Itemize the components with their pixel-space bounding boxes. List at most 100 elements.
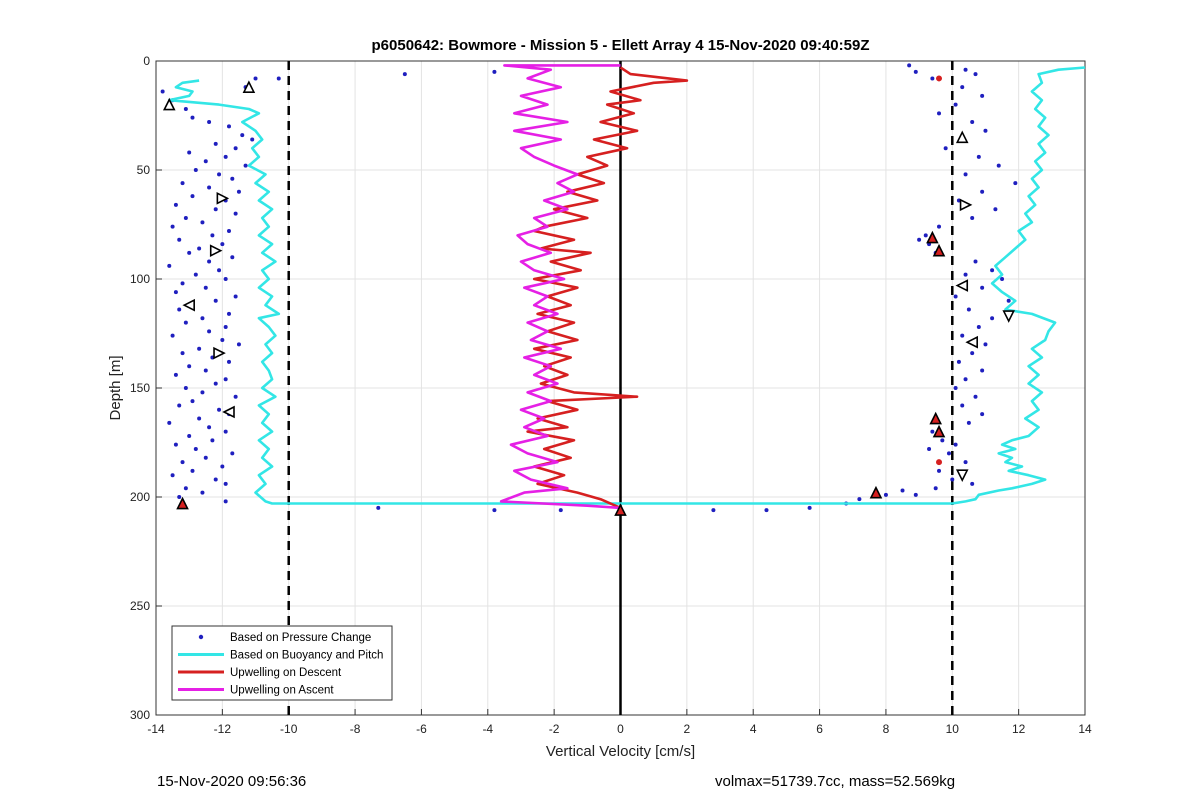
data-point xyxy=(253,76,258,81)
data-point xyxy=(943,146,948,151)
y-tick-label: 300 xyxy=(130,708,150,722)
triangle-marker xyxy=(926,230,939,244)
x-tick-label: 0 xyxy=(617,722,624,736)
data-point xyxy=(966,420,971,425)
data-point xyxy=(173,442,178,447)
data-point xyxy=(963,272,968,277)
data-point xyxy=(213,141,218,146)
data-point xyxy=(203,285,208,290)
data-point xyxy=(807,505,812,510)
data-point xyxy=(170,333,175,338)
data-point xyxy=(970,120,975,125)
data-point xyxy=(236,342,241,347)
legend-box xyxy=(171,625,393,701)
series-line xyxy=(168,66,1086,505)
triangle-marker xyxy=(869,485,883,499)
data-point xyxy=(210,233,215,238)
x-axis-label: Vertical Velocity [cm/s] xyxy=(546,743,695,760)
data-point xyxy=(200,490,205,495)
data-point xyxy=(937,111,942,116)
data-point xyxy=(276,76,281,81)
data-point xyxy=(976,154,981,159)
data-point xyxy=(173,202,178,207)
data-point xyxy=(960,85,965,90)
data-point xyxy=(223,154,228,159)
data-point xyxy=(167,263,172,268)
data-point xyxy=(970,351,975,356)
triangle-marker xyxy=(965,335,978,349)
data-point xyxy=(200,390,205,395)
data-point xyxy=(923,233,928,238)
triangle-marker xyxy=(209,244,223,257)
y-tick-label: 200 xyxy=(130,490,150,504)
data-point xyxy=(976,324,981,329)
data-point xyxy=(996,163,1001,168)
x-tick-label: -2 xyxy=(549,722,560,736)
data-point xyxy=(233,294,238,299)
footer-stats: volmax=51739.7cc, mass=52.569kg xyxy=(715,773,956,790)
data-point xyxy=(187,364,192,369)
data-point xyxy=(1000,277,1005,281)
chart-title: p6050642: Bowmore - Mission 5 - Ellett A… xyxy=(372,37,870,54)
data-point xyxy=(223,324,228,329)
data-point xyxy=(190,194,195,199)
data-point xyxy=(223,277,228,281)
triangle-marker xyxy=(216,192,230,205)
x-tick-label: -4 xyxy=(482,722,493,736)
data-point xyxy=(193,272,198,277)
data-point xyxy=(187,250,192,255)
data-point xyxy=(207,329,212,334)
data-point xyxy=(197,416,202,421)
data-point xyxy=(213,298,218,303)
triangle-marker xyxy=(162,97,176,111)
data-point xyxy=(953,442,958,447)
data-point xyxy=(883,492,888,497)
data-point xyxy=(226,359,231,364)
triangle-marker xyxy=(242,80,256,93)
series-upwelling-on-ascent xyxy=(499,64,621,510)
data-point xyxy=(213,207,218,212)
data-point xyxy=(193,168,198,172)
data-point xyxy=(990,268,995,273)
data-point xyxy=(983,342,988,347)
data-point xyxy=(233,394,238,399)
data-point xyxy=(210,438,215,443)
data-point xyxy=(180,460,185,465)
data-point xyxy=(160,89,165,94)
data-point xyxy=(187,150,192,155)
data-point xyxy=(933,486,938,491)
data-point xyxy=(990,316,995,321)
data-point xyxy=(930,76,935,81)
data-point xyxy=(177,237,182,242)
data-point xyxy=(930,429,935,434)
data-point xyxy=(226,229,231,234)
data-point xyxy=(236,189,241,194)
legend-label: Upwelling on Ascent xyxy=(230,685,334,697)
data-point xyxy=(970,215,975,220)
data-point xyxy=(203,159,208,164)
triangle-marker xyxy=(176,496,189,510)
data-point xyxy=(193,447,198,452)
data-point xyxy=(711,508,716,513)
data-point xyxy=(180,281,185,286)
x-tick-label: 6 xyxy=(816,722,823,736)
data-point xyxy=(956,359,961,364)
data-point xyxy=(213,477,218,482)
data-point xyxy=(764,508,769,513)
data-point xyxy=(183,320,188,325)
data-point xyxy=(223,377,228,382)
triangle-marker xyxy=(959,198,973,212)
data-point xyxy=(203,368,208,373)
x-tick-label: -14 xyxy=(147,722,165,736)
data-point xyxy=(980,285,985,290)
data-point xyxy=(177,495,182,499)
data-point xyxy=(960,403,965,408)
triangle-marker xyxy=(955,130,969,144)
data-point xyxy=(170,473,175,478)
data-point xyxy=(946,451,951,456)
data-point xyxy=(197,246,202,251)
data-point xyxy=(917,237,922,242)
legend-swatch xyxy=(198,634,204,640)
x-tick-label: -6 xyxy=(416,722,427,736)
data-point xyxy=(980,189,985,194)
